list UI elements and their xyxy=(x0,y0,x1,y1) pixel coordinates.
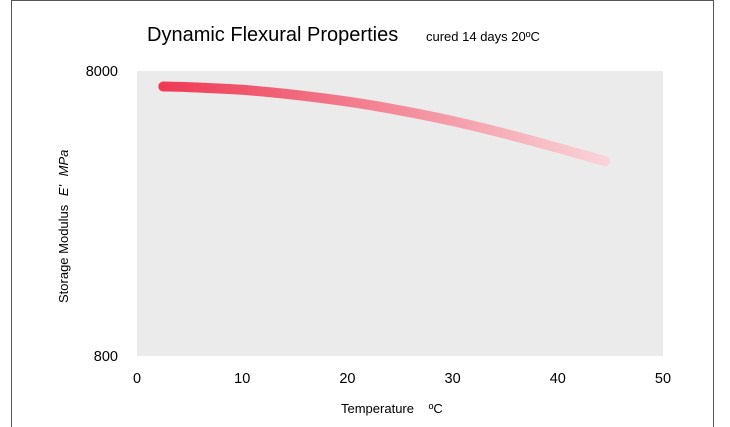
x-tick-label: 20 xyxy=(339,371,355,387)
chart-subtitle: cured 14 days 20ºC xyxy=(426,29,540,44)
x-axis-label-text: Temperature xyxy=(341,401,414,416)
chart-title: Dynamic Flexural Properties xyxy=(147,24,398,46)
chart-frame xyxy=(11,0,714,427)
x-tick-label: 40 xyxy=(550,371,566,387)
series-line xyxy=(158,81,611,167)
x-tick-label: 30 xyxy=(445,371,461,387)
plot-area xyxy=(137,71,663,356)
x-axis-unit: ºC xyxy=(429,401,443,416)
y-axis-symbol: E' xyxy=(56,184,71,196)
x-axis-ticks: 0 10 20 30 40 50 xyxy=(133,371,671,387)
y-axis-label: Storage Modulus E' MPa xyxy=(56,150,71,303)
x-tick-label: 10 xyxy=(234,371,250,387)
x-tick-label: 50 xyxy=(655,371,671,387)
y-axis-label-text: Storage Modulus xyxy=(56,204,71,303)
y-tick-label: 800 xyxy=(94,349,118,365)
y-tick-label: 8000 xyxy=(86,64,118,80)
x-tick-label: 0 xyxy=(133,371,141,387)
x-axis-label: Temperature ºC xyxy=(341,401,443,416)
y-axis-unit: MPa xyxy=(56,150,71,177)
series-layer xyxy=(158,81,611,167)
y-axis-ticks: 800 8000 xyxy=(86,64,118,365)
